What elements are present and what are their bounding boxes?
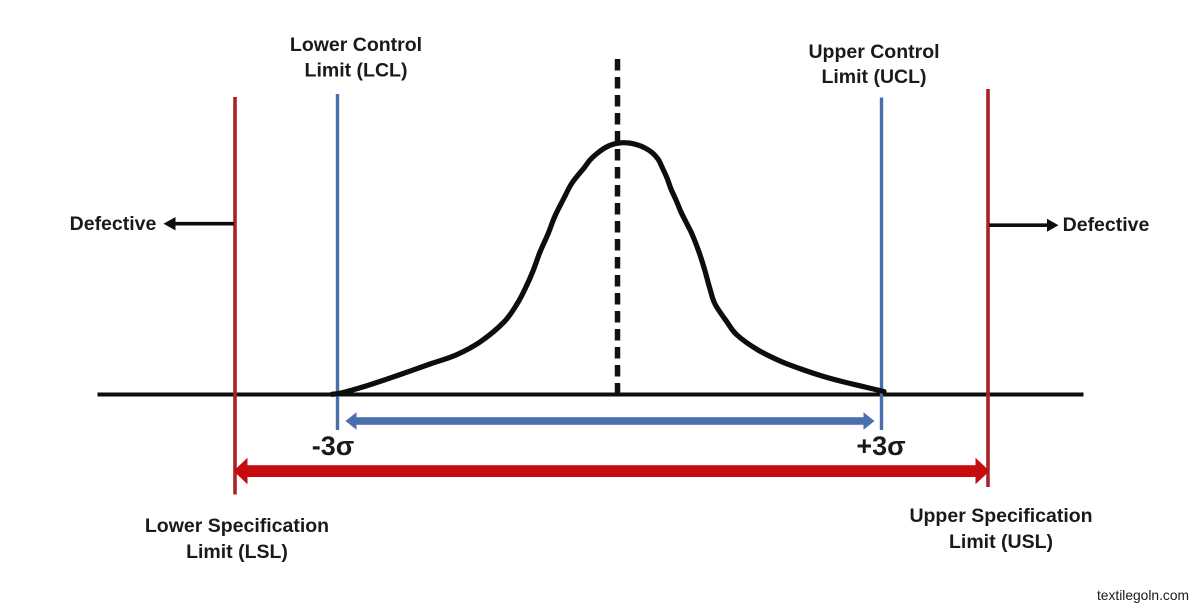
svg-text:Lower Specification: Lower Specification: [145, 515, 329, 537]
svg-text:+3σ: +3σ: [856, 431, 905, 461]
svg-text:textilegoln.com: textilegoln.com: [1097, 588, 1189, 603]
svg-text:-3σ: -3σ: [312, 431, 354, 461]
svg-text:Limit (LSL): Limit (LSL): [186, 541, 288, 563]
svg-text:Lower Control: Lower Control: [290, 34, 422, 56]
svg-text:Defective: Defective: [70, 213, 157, 235]
svg-text:Limit (USL): Limit (USL): [949, 531, 1053, 553]
svg-text:Defective: Defective: [1063, 214, 1150, 236]
svg-text:Upper Control: Upper Control: [808, 41, 939, 63]
svg-text:Upper Specification: Upper Specification: [909, 505, 1092, 527]
svg-text:Limit (LCL): Limit (LCL): [305, 60, 408, 82]
svg-text:Limit (UCL): Limit (UCL): [821, 66, 926, 88]
